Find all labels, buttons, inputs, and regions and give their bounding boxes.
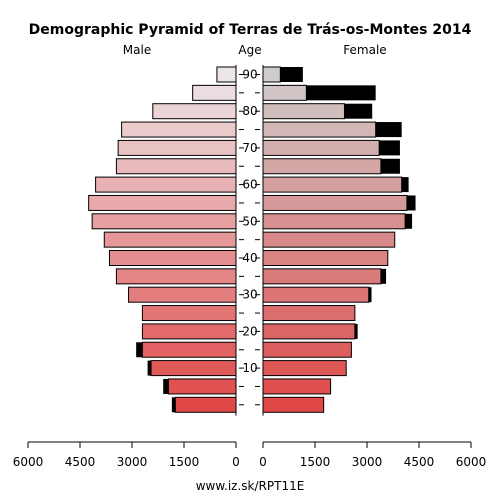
female-bar [262,323,356,340]
female-excess-bar [306,85,376,101]
male-label: Male [123,43,151,57]
male-bar [141,305,237,322]
female-x-tick-label: 6000 [456,455,487,469]
male-bar [103,231,237,248]
male-bar [174,396,237,413]
male-x-tick-label: 4500 [65,455,96,469]
male-bar [108,250,237,266]
male-bar [141,323,237,340]
female-bar [262,121,377,138]
female-bar [262,360,347,377]
male-excess-bar [163,378,169,394]
age-tick-label: 10 [242,361,257,375]
female-bar [262,194,408,211]
male-bar [167,378,237,395]
male-x-tick-label: 6000 [13,455,44,469]
female-bar [262,176,403,193]
female-excess-bar [368,287,372,303]
male-x-tick-label: 0 [232,455,240,469]
male-bar [91,213,237,230]
female-bar [262,305,356,322]
male-bar [141,341,237,358]
age-tick-label: 40 [242,251,257,265]
female-bar [262,341,352,358]
chart-title: Demographic Pyramid of Terras de Trás-os… [29,22,472,38]
source-label: www.iz.sk/RPT11E [196,479,305,493]
female-label: Female [343,43,386,57]
female-bar [262,250,389,266]
female-excess-bar [280,67,303,82]
female-bar [262,84,307,101]
female-bar [262,396,325,413]
plot-area: 10 20 30 40 50 60 70 80 90 6000 4500 3000 1500 0 0 1500… [13,65,487,469]
female-x-tick-label: 1500 [300,455,331,469]
age-tick-label: 30 [242,288,257,302]
age-tick-label: 50 [242,214,257,228]
male-x-tick-label: 1500 [169,455,200,469]
female-excess-bar [380,268,387,284]
age-tick-label: 80 [242,104,257,118]
male-bar [216,66,237,83]
female-excess-bar [354,323,358,339]
male-bar [88,194,237,211]
female-bar [262,66,281,83]
male-bar [121,121,237,138]
male-bar [128,286,237,303]
male-x-tick-label: 3000 [117,455,148,469]
female-bar [262,213,406,230]
male-bar [95,176,237,193]
male-excess-bar [147,360,152,376]
female-bar [262,231,396,248]
male-excess-bar [136,342,143,358]
female-excess-bar [405,213,413,229]
male-excess-bar [171,397,176,413]
female-excess-bar [401,177,409,193]
age-tick-label: 70 [242,141,257,155]
male-bar [115,268,237,285]
female-bar [262,378,332,395]
female-x-tick-label: 3000 [352,455,383,469]
female-excess-bar [375,122,402,138]
female-bar [262,103,345,120]
female-excess-bar [379,140,400,156]
male-bar [117,139,237,156]
age-tick-label: 90 [242,68,257,82]
male-bar [150,360,237,377]
male-bar [152,103,237,120]
male-bar [192,84,237,101]
female-excess-bar [406,195,416,211]
female-bar [262,286,370,303]
female-x-tick-label: 0 [259,455,267,469]
female-x-tick-label: 4500 [404,455,435,469]
age-tick-label: 60 [242,178,257,192]
female-excess-bar [344,103,373,119]
age-tick-label: 20 [242,324,257,338]
female-excess-bar [380,158,400,174]
age-label: Age [238,43,261,57]
female-bar [262,139,380,156]
female-bar [262,268,382,285]
female-bar [262,158,382,175]
male-bar [115,158,237,175]
